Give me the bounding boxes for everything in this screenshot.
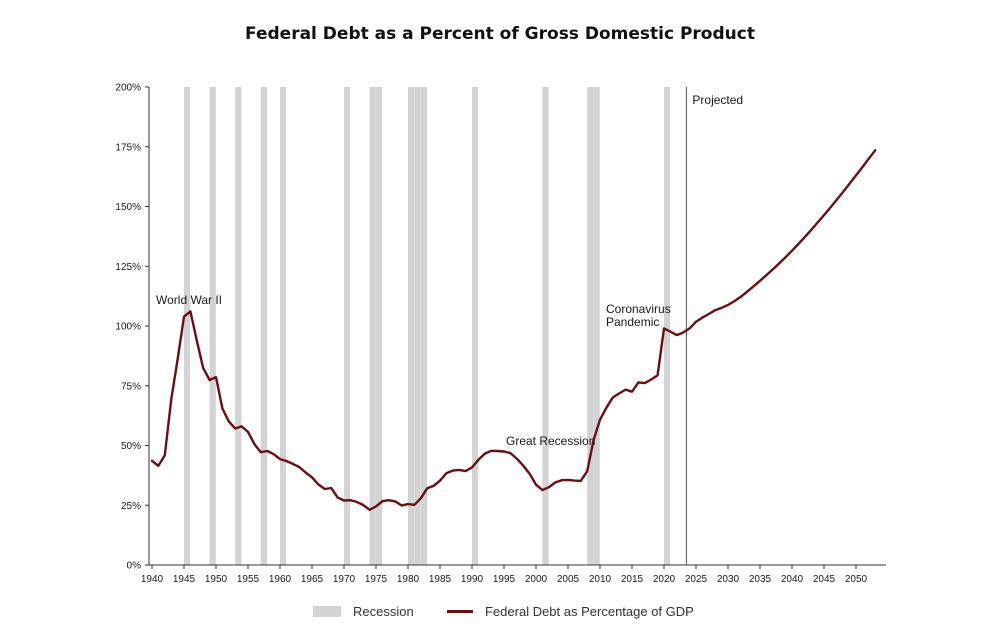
x-tick-label: 2025 [685,574,708,585]
y-tick-label: 175% [115,142,141,153]
x-tick-label: 1950 [205,574,228,585]
chart-annotations: Projected World War II Great Recession Coro… [156,93,743,448]
x-tick-label: 1955 [237,574,260,585]
x-tick-label: 1995 [493,574,516,585]
x-tick-label: 2050 [845,574,868,585]
legend-swatch-debt [447,610,473,613]
recession-band-14 [593,87,600,565]
x-tick-label: 1975 [365,574,388,585]
legend-item-debt: Federal Debt as Percentage of GDP [447,604,694,619]
x-tick-label: 1965 [301,574,324,585]
recession-band-6 [369,87,376,565]
chart-legend: Recession Federal Debt as Percentage of … [0,604,1000,628]
chart-axes: 0% 25% 50% 75% 100% 125% 150% 175% 200% 1940 1945 1… [115,83,886,585]
x-tick-label: 2020 [653,574,676,585]
y-tick-label: 25% [121,501,141,512]
recession-band-9 [414,87,421,565]
legend-swatch-recession [313,606,341,617]
legend-label-recession: Recession [353,604,414,619]
chart-title: Federal Debt as a Percent of Gross Domes… [245,24,755,44]
x-tick-label: 1970 [333,574,356,585]
annotation-covid-line1: Coronavirus [606,302,671,316]
recession-band-12 [542,87,549,565]
x-tick-label: 1990 [461,574,484,585]
y-tick-label: 125% [115,262,141,273]
x-tick-label: 2030 [717,574,740,585]
debt-chart: 0% 25% 50% 75% 100% 125% 150% 175% 200% 1940 1945 1… [115,83,886,585]
x-tick-label: 1960 [269,574,292,585]
recession-band-7 [376,87,383,565]
x-tick-label: 1945 [173,574,196,585]
y-tick-label: 200% [115,83,141,94]
annotation-great-recession: Great Recession [506,434,595,448]
recession-band-8 [408,87,415,565]
recession-bands [184,87,671,565]
x-tick-label: 2010 [589,574,612,585]
x-tick-label: 2045 [813,574,836,585]
x-tick-label: 2035 [749,574,772,585]
recession-band-2 [235,87,242,565]
recession-band-1 [209,87,216,565]
y-tick-label: 50% [121,441,141,452]
debt-series-line-0 [150,149,877,511]
recession-band-5 [344,87,351,565]
projected-label: Projected [692,93,743,107]
legend-label-debt: Federal Debt as Percentage of GDP [485,604,694,619]
recession-band-13 [587,87,594,565]
x-tick-label: 2005 [557,574,580,585]
x-tick-label: 2015 [621,574,644,585]
y-tick-label: 100% [115,322,141,333]
debt-series [150,149,877,511]
x-tick-label: 1940 [141,574,164,585]
legend-item-recession: Recession [313,604,414,619]
recession-band-3 [260,87,267,565]
recession-band-11 [472,87,479,565]
annotation-ww2: World War II [156,293,222,307]
x-tick-label: 1985 [429,574,452,585]
recession-band-4 [280,87,287,565]
recession-band-15 [664,87,671,565]
annotation-covid-line2: Pandemic [606,315,659,329]
recession-band-10 [420,87,427,565]
x-tick-label: 1980 [397,574,420,585]
y-tick-label: 0% [127,561,142,572]
recession-band-0 [184,87,191,565]
y-tick-label: 75% [121,381,141,392]
x-tick-label: 2040 [781,574,804,585]
x-tick-label: 2000 [525,574,548,585]
y-tick-label: 150% [115,202,141,213]
